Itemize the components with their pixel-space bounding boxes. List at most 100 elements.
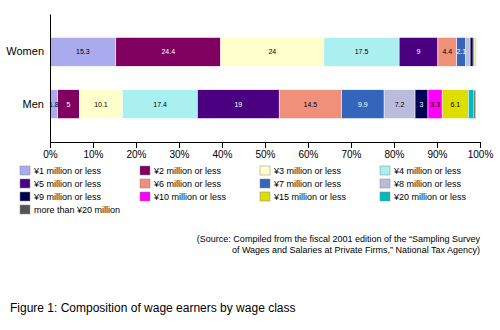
legend-label: ¥20 million or less [393,192,467,202]
x-tick-mark [480,142,481,148]
legend-swatch [260,166,270,175]
bars [50,38,476,119]
x-tick-label: 0% [43,149,58,160]
series [468,38,475,119]
series [474,38,476,119]
legend-label: ¥10 million or less [153,192,227,202]
x-tick-mark [308,142,309,148]
series [123,38,399,119]
x-tick-label: 60% [298,149,318,160]
x-tick-label: 50% [255,149,275,160]
legend-swatch [20,179,30,188]
data-label: 3.3 [430,101,440,108]
data-label: 2.1 [456,48,466,55]
legend-item: ¥2 million or less [140,166,222,176]
legend-swatch [20,166,30,175]
x-tick-mark [437,142,438,148]
bar [197,90,279,119]
legend-label: ¥7 million or less [273,179,342,189]
x-tick-mark [265,142,266,148]
x-tick: 60% [298,142,318,160]
bar [428,90,442,119]
bar [474,38,476,67]
x-tick: 30% [169,142,189,160]
legend-item: ¥6 million or less [140,179,222,189]
x-tick: 20% [126,142,146,160]
legend-item: ¥1 million or less [20,166,102,176]
data-label: 10.1 [94,101,108,108]
bar [468,90,474,119]
y-tick-label: Men [23,98,44,110]
data-label: 7.2 [395,101,405,108]
x-tick-mark [394,142,395,148]
series [279,38,457,119]
annotation-line: of Wages and Salaries at Private Firms,”… [232,245,480,255]
x-tick-label: 90% [427,149,447,160]
data-label: 9.9 [358,101,368,108]
data-label: 17.4 [153,101,167,108]
data-label: 14.5 [304,101,318,108]
series [197,38,437,119]
data-label: 17.5 [355,48,369,55]
x-tick-label: 10% [83,149,103,160]
legend: ¥1 million or less¥2 million or less¥3 m… [20,166,467,215]
x-tick-mark [93,142,94,148]
x-tick-mark [222,142,223,148]
x-tick-mark [179,142,180,148]
x-tick-label: 30% [169,149,189,160]
bar [415,90,428,119]
x-tick-label: 40% [212,149,232,160]
legend-label: ¥5 million or less [33,179,102,189]
legend-item: ¥20 million or less [380,192,467,202]
legend-item: more than ¥20 million [20,205,120,215]
x-tick-label: 20% [126,149,146,160]
bar [384,90,415,119]
bar [474,90,476,119]
legend-label: ¥2 million or less [153,166,222,176]
bar [475,38,476,67]
legend-label: more than ¥20 million [34,205,120,215]
data-labels: 1.815.3524.410.12417.417.519914.54.49.92… [49,48,466,107]
bar [50,38,116,67]
y-axis-line [50,15,51,143]
bar [342,90,385,119]
y-tick: Women [6,45,44,57]
x-axis-line [51,143,481,149]
y-tick: Men [23,98,44,110]
x-tick: 80% [384,142,404,160]
bar [457,38,466,67]
legend-swatch [20,205,30,214]
x-tick: 0% [43,142,58,160]
bar [438,38,457,67]
series [428,38,474,119]
bar [221,38,324,67]
series [384,38,470,119]
legend-swatch [140,192,150,201]
data-label: 15.3 [76,48,90,55]
series [58,38,221,119]
bar [279,90,341,119]
bar [470,38,473,67]
legend-swatch [140,179,150,188]
bar [79,90,122,119]
title: Figure 1: Composition of wage earners by… [10,301,295,315]
data-label: 24 [268,48,276,55]
legend-swatch [380,166,390,175]
legend-label: ¥4 million or less [393,166,462,176]
legend-swatch [140,166,150,175]
series [415,38,473,119]
bar [116,38,221,67]
bar [442,90,468,119]
legend-swatch [380,192,390,201]
y-axis: Men Women [6,15,50,143]
data-label: 24.4 [161,48,175,55]
x-tick: 90% [427,142,447,160]
legend-label: ¥1 million or less [33,166,102,176]
x-tick: 100% [468,142,494,160]
legend-item: ¥10 million or less [140,192,227,202]
bar [399,38,438,67]
x-tick-mark [351,142,352,148]
bar [473,38,474,67]
annotation-line: (Source: Compiled from the fiscal 2001 e… [197,234,481,244]
legend-label: ¥15 million or less [273,192,347,202]
